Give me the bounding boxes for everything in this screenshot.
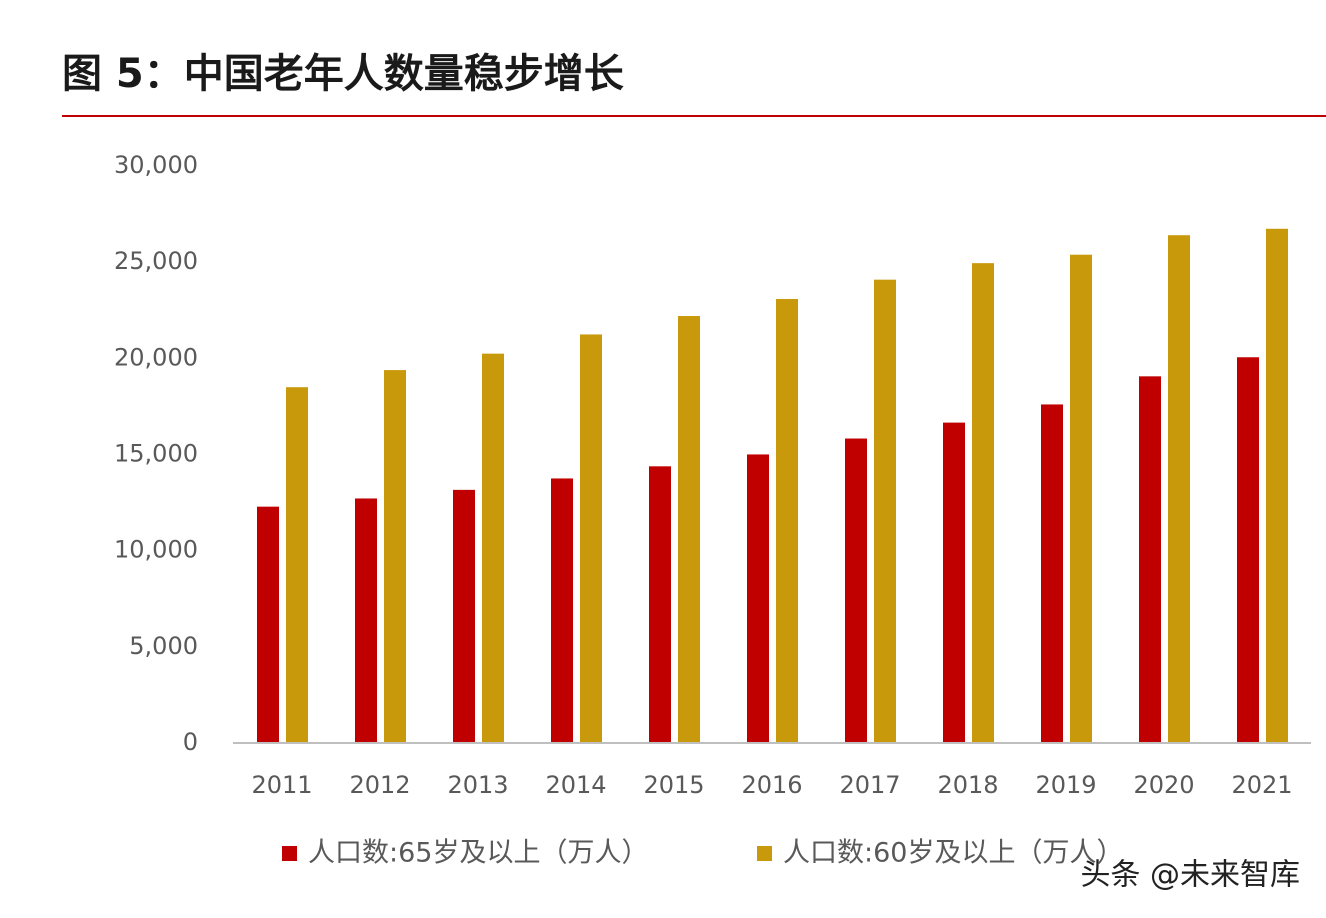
bar xyxy=(1070,254,1092,743)
x-tick-label: 2016 xyxy=(741,771,802,799)
x-tick-label: 2020 xyxy=(1133,771,1194,799)
x-tick-label: 2018 xyxy=(937,771,998,799)
bar xyxy=(943,422,965,743)
chart-title: 图 5：中国老年人数量稳步增长 xyxy=(62,51,624,97)
bar xyxy=(580,334,602,743)
y-tick-label: 30,000 xyxy=(114,151,198,179)
bar xyxy=(286,387,308,743)
x-tick-label: 2014 xyxy=(545,771,606,799)
bar xyxy=(551,478,573,743)
bar xyxy=(1041,404,1063,743)
bar xyxy=(384,370,406,743)
bar xyxy=(747,454,769,743)
y-tick-label: 10,000 xyxy=(114,536,198,564)
bar xyxy=(845,438,867,743)
legend-label: 人口数:60岁及以上（万人） xyxy=(783,838,1123,869)
bar xyxy=(1237,357,1259,743)
legend-swatch xyxy=(282,846,297,861)
y-tick-label: 20,000 xyxy=(114,343,198,371)
bar xyxy=(649,466,671,743)
x-tick-label: 2017 xyxy=(839,771,900,799)
x-tick-label: 2019 xyxy=(1035,771,1096,799)
x-tick-label: 2015 xyxy=(643,771,704,799)
x-tick-label: 2011 xyxy=(251,771,312,799)
bar xyxy=(482,353,504,743)
bar xyxy=(257,506,279,743)
x-tick-label: 2012 xyxy=(349,771,410,799)
bar xyxy=(1139,376,1161,743)
x-tick-label: 2013 xyxy=(447,771,508,799)
y-tick-label: 25,000 xyxy=(114,247,198,275)
bar xyxy=(453,489,475,743)
legend-label: 人口数:65岁及以上（万人） xyxy=(308,838,648,869)
bar xyxy=(678,316,700,743)
y-tick-label: 0 xyxy=(183,728,198,756)
y-tick-label: 5,000 xyxy=(129,632,198,660)
bar xyxy=(776,298,798,743)
legend-swatch xyxy=(757,846,772,861)
bar xyxy=(972,263,994,743)
bar xyxy=(1168,235,1190,743)
y-tick-label: 15,000 xyxy=(114,440,198,468)
watermark: 头条 @未来智库 xyxy=(1080,858,1300,893)
bar xyxy=(355,498,377,743)
bar xyxy=(874,279,896,743)
x-tick-label: 2021 xyxy=(1231,771,1292,799)
bar xyxy=(1266,228,1288,744)
